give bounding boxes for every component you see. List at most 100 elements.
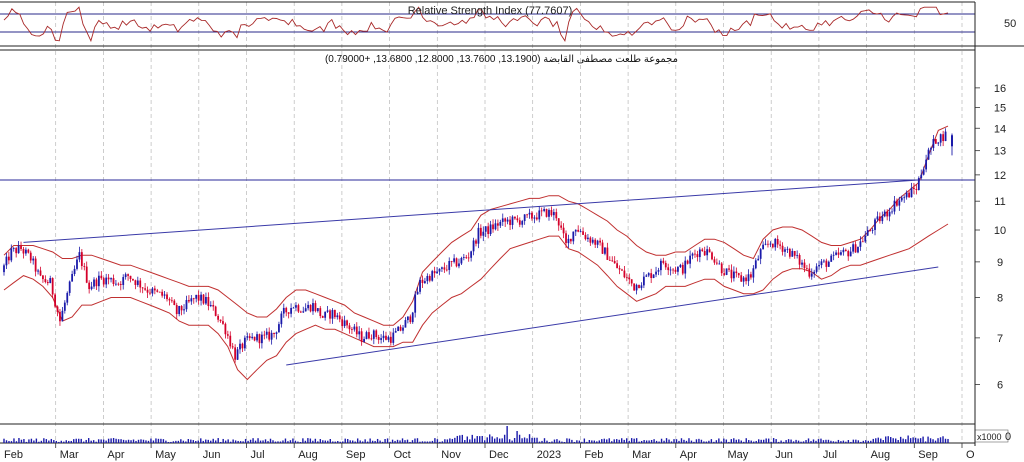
price-bar-body [333,310,336,318]
price-bar-body [472,240,475,252]
price-tick-label: 8 [997,292,1003,304]
volume-bar [85,439,87,443]
price-bar-body [898,200,901,206]
volume-bar [785,440,787,443]
price-bar-body [190,298,193,302]
volume-bar [735,439,737,443]
volume-bar [877,437,879,443]
volume-bar [65,440,67,443]
price-bar-body [645,275,648,277]
price-bar-body [737,273,740,276]
volume-bar [30,438,33,443]
price-bar-body [59,311,61,322]
volume-bar [287,441,289,443]
volume-bar [347,438,349,443]
price-bar-body [32,258,35,261]
price-bar-body [470,251,473,258]
volume-bar [269,438,272,443]
volume-bar [578,440,581,443]
price-bar-body [61,310,64,322]
price-bar-body [119,284,122,285]
x-tick-label: Mar [60,449,79,461]
price-bar-body [124,274,127,278]
price-bar-body [535,217,538,220]
volume-bar [777,441,780,443]
price-bar-body [492,224,494,230]
price-bar-body [56,306,59,312]
volume-bar [152,440,155,443]
volume-bar [491,436,493,443]
volume-bar [157,438,160,443]
price-bar-body [85,266,88,283]
price-bar-body [455,258,458,267]
volume-bar [379,440,381,443]
volume-bar [817,439,820,443]
price-bar-body [786,248,789,250]
price-bar-body [837,252,840,255]
volume-bar [775,439,777,443]
volume-bar [25,441,28,443]
volume-bar [897,440,899,443]
price-bar-body [175,304,178,315]
price-bar-body [526,214,528,216]
volume-bar [541,440,543,443]
volume-bar [484,440,486,443]
price-bar-body [144,288,147,290]
price-bar-body [499,221,502,226]
price-bar-body [504,218,507,222]
volume-bar [454,437,456,443]
price-bar-body [489,224,492,235]
volume-bar [55,440,58,443]
volume-bar [795,439,797,443]
volume-bar [107,438,110,443]
volume-bar [576,440,578,443]
volume-bar [175,440,177,443]
volume-bar [3,438,5,443]
price-bar-body [861,241,864,243]
volume-bar [705,441,708,443]
volume-bar [601,439,603,443]
volume-bar [663,440,665,443]
price-bar-body [577,229,580,232]
volume-bar [553,439,556,443]
volume-bar [802,441,805,443]
volume-bar [142,439,145,443]
price-bar-body [754,260,757,269]
price-bar-body [706,249,709,256]
price-bar-body [90,286,93,290]
volume-bar [105,440,107,443]
price-bar-body [382,335,385,339]
x-tick-label: Jul [251,449,265,461]
volume-bar [675,439,678,443]
volume-bar [481,435,483,443]
volume-bar [229,441,232,443]
volume-bar [424,441,426,443]
price-bar-body [871,229,874,231]
volume-bar [815,440,817,443]
price-bar-body [594,239,597,245]
price-bar-body [523,214,526,222]
volume-bar [145,440,147,443]
price-bar-body [5,256,8,266]
price-bar-body [115,283,117,285]
price-bar-body [149,292,151,294]
price-bar-body [579,231,582,233]
price-bar-body [448,261,451,270]
price-bar-body [767,243,769,245]
price-bar-body [88,282,91,290]
price-bar-body [285,307,288,313]
volume-bar [660,438,663,443]
price-bar-body [307,304,310,309]
price-bar-body [3,265,5,273]
price-tick-label: 14 [994,123,1006,135]
price-bar-body [611,260,614,262]
price-bar-body [385,335,387,340]
volume-bar [899,436,902,443]
x-tick-label: Jun [775,449,793,461]
price-bar-body [212,305,215,307]
price-bar-body [180,306,183,311]
price-bar-body [874,219,876,230]
volume-bar [750,440,752,443]
price-bar-body [112,278,115,284]
price-bar-body [270,332,273,340]
